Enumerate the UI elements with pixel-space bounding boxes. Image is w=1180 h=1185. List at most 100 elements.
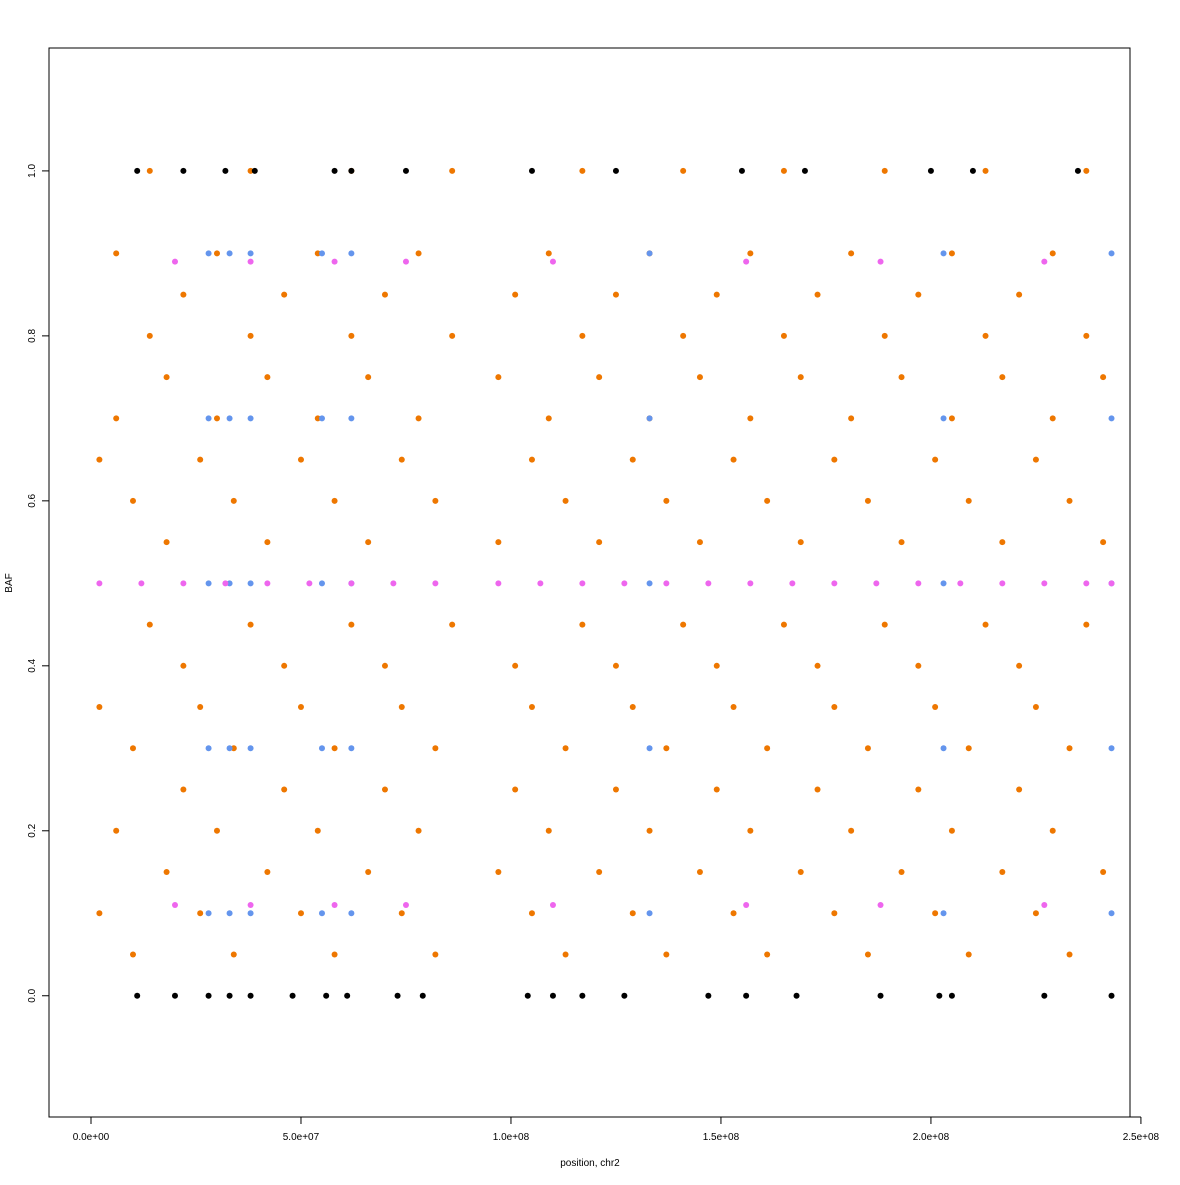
data-point [398,704,405,711]
y-tick-label: 1.0 [27,164,38,178]
data-point [415,827,422,834]
y-tick-label: 0.8 [27,328,38,342]
data-point [881,332,888,339]
data-point [398,456,405,463]
data-point [138,580,145,587]
data-point [898,374,905,381]
data-point [738,167,745,174]
data-point [197,456,204,463]
data-point [314,415,321,422]
data-point [331,951,338,958]
data-point [612,291,619,298]
data-point [864,951,871,958]
data-point [365,869,372,876]
data-point [213,827,220,834]
data-point [982,167,989,174]
data-point [915,580,922,587]
data-point [797,539,804,546]
data-point [793,992,800,999]
data-point [877,902,884,909]
data-point [96,910,103,917]
data-point [449,167,456,174]
data-point [537,580,544,587]
data-point [562,951,569,958]
data-point [264,539,271,546]
data-point [297,704,304,711]
data-point [348,621,355,628]
data-point [495,869,502,876]
data-point [663,497,670,504]
data-point [801,167,808,174]
data-point [528,910,535,917]
data-point [251,167,258,174]
data-point [180,291,187,298]
data-point [528,167,535,174]
data-point [331,258,338,265]
data-point [1041,580,1048,587]
data-point [940,910,947,917]
data-point [629,456,636,463]
data-point [764,745,771,752]
data-point [129,745,136,752]
data-point [331,902,338,909]
data-point [549,258,556,265]
data-point [226,992,233,999]
data-point [730,704,737,711]
data-point [831,910,838,917]
data-point [171,902,178,909]
data-point [579,167,586,174]
data-point [113,415,120,422]
data-point [646,415,653,422]
data-point [1066,497,1073,504]
data-point [621,992,628,999]
data-point [230,745,237,752]
y-tick-label: 0.2 [27,823,38,837]
data-point [1041,992,1048,999]
data-point [344,992,351,999]
data-point [898,869,905,876]
data-point [797,374,804,381]
data-point [247,250,254,257]
data-point [432,580,439,587]
data-point [612,786,619,793]
data-point [226,415,233,422]
data-point [562,745,569,752]
data-point [1083,621,1090,628]
data-point [1074,167,1081,174]
data-point [1032,910,1039,917]
data-point [965,745,972,752]
data-point [864,745,871,752]
data-point [705,992,712,999]
y-axis-label: BAF [4,573,15,592]
data-point [348,250,355,257]
data-point [381,291,388,298]
data-point [226,250,233,257]
data-point [348,415,355,422]
data-point [814,291,821,298]
data-point [612,167,619,174]
data-point [743,258,750,265]
data-point [747,827,754,834]
data-point [205,415,212,422]
data-point [1100,869,1107,876]
x-axis-label: position, chr2 [560,1158,620,1169]
data-point [680,332,687,339]
data-point [780,167,787,174]
x-tick-label: 1.0e+08 [493,1132,530,1143]
data-point [965,951,972,958]
y-tick-label: 0.4 [27,658,38,672]
x-tick-label: 2.0e+08 [913,1132,950,1143]
x-tick-label: 0.0e+00 [73,1132,110,1143]
data-point [596,539,603,546]
data-point [596,374,603,381]
data-point [713,786,720,793]
data-point [545,827,552,834]
x-tick-label: 1.5e+08 [703,1132,740,1143]
data-point [932,910,939,917]
data-point [1016,662,1023,669]
data-point [230,497,237,504]
data-point [247,415,254,422]
data-point [1108,992,1115,999]
data-point [512,291,519,298]
